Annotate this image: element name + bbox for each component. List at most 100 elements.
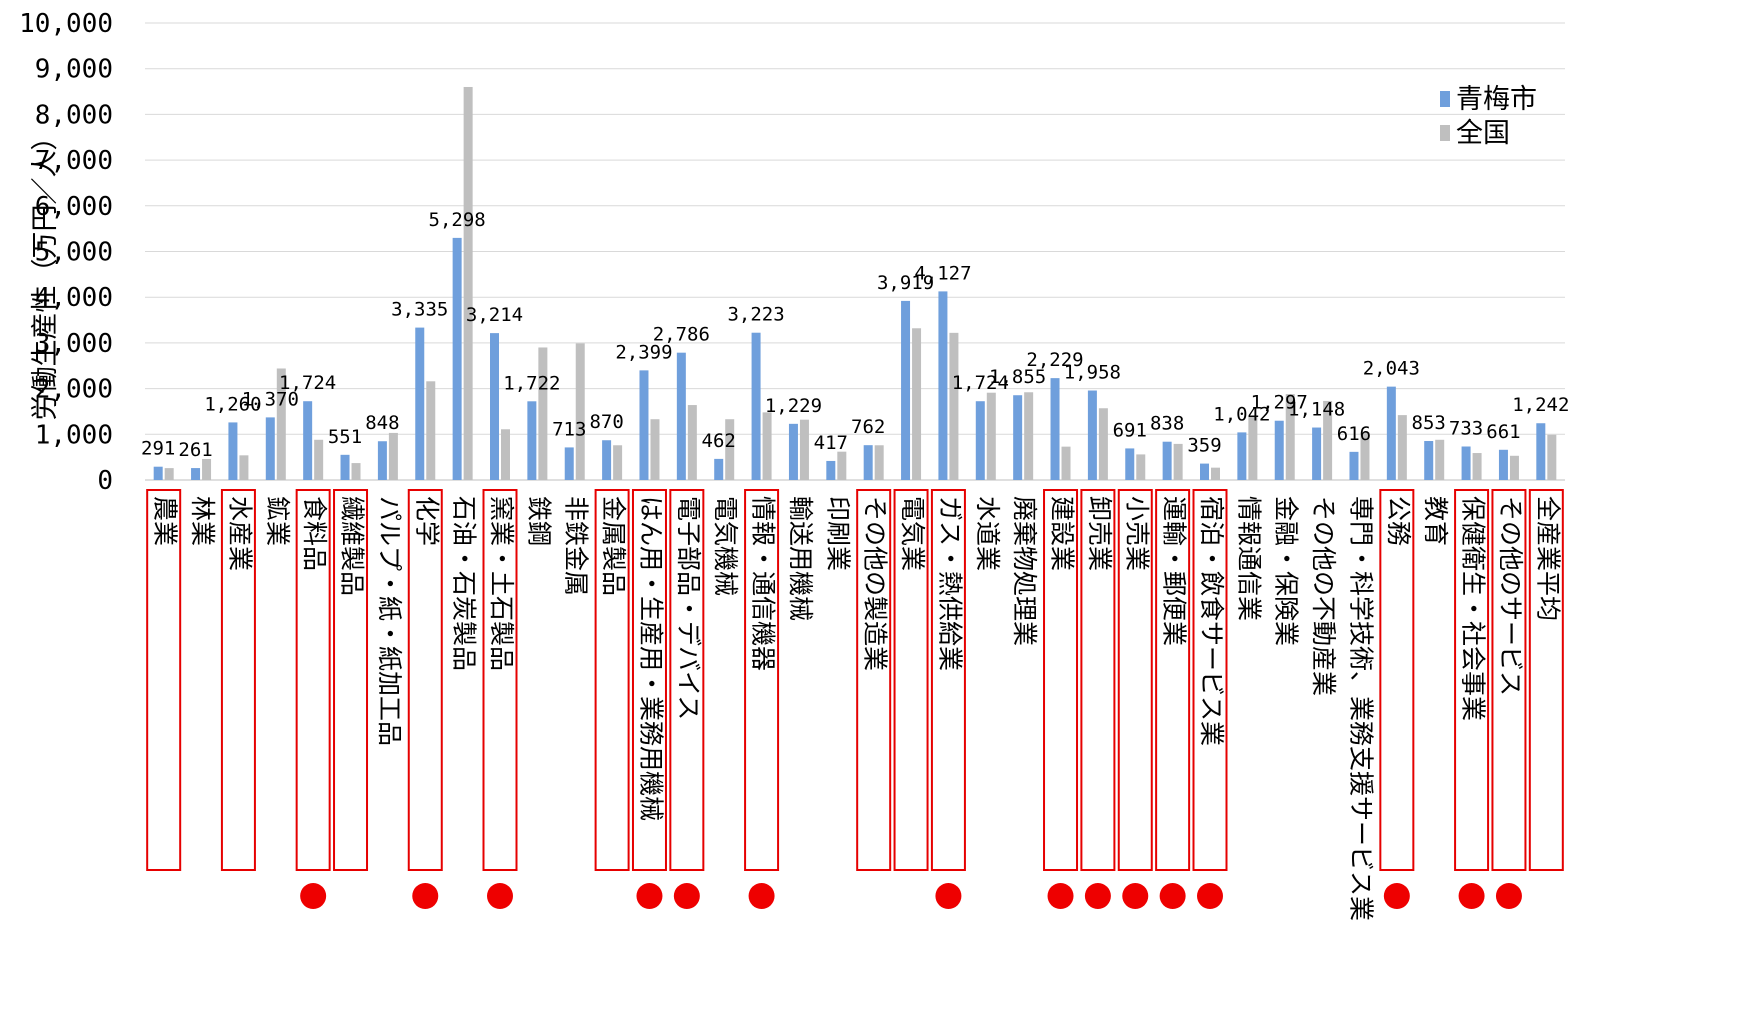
bar-ome (639, 370, 649, 480)
x-axis: 農業 林業 水産業 鉱業 食料品 繊維製品 パルプ・紙・紙加工品 化学 石油・石炭製品 窯業・土石… (146, 489, 1564, 921)
category-label: 金融・保険業 (1272, 496, 1301, 646)
highlight-box (295, 489, 331, 871)
highlight-box (1043, 489, 1079, 871)
data-label: 733 (1449, 418, 1483, 440)
category-label: 電気業 (898, 496, 927, 571)
data-label: 2,043 (1363, 358, 1420, 380)
bar-national (837, 451, 847, 480)
red-dot-marker (748, 883, 775, 909)
category-26: 卸売業 (1080, 489, 1116, 909)
category-20: その他の製造業 (856, 489, 892, 871)
highlight-box (1491, 489, 1527, 871)
category-28: 運輸・郵便業 (1155, 489, 1191, 909)
highlight-box (631, 489, 667, 871)
category-7: パルプ・紙・紙加工品 (375, 496, 404, 746)
category-33: 専門・科学技術、業務支援サービス業 (1346, 496, 1375, 921)
category-21: 電気業 (893, 489, 929, 871)
bar-national (1360, 432, 1370, 480)
category-label: その他の製造業 (861, 496, 890, 671)
category-1: 農業 (146, 489, 182, 871)
y-tick-label: 4,000 (35, 283, 113, 313)
bar-national (1098, 408, 1108, 480)
bar-ome (377, 441, 387, 480)
data-label: 5,298 (429, 209, 486, 231)
category-label: パルプ・紙・紙加工品 (375, 496, 404, 746)
bar-ome (602, 440, 612, 480)
bar-ome (1162, 441, 1172, 480)
bar-ome (863, 445, 873, 480)
red-dot-marker (1047, 883, 1074, 909)
data-label: 2,399 (615, 341, 672, 363)
bar-ome (1536, 423, 1546, 480)
legend-label: 青梅市 (1456, 84, 1537, 115)
bar-ome (1125, 448, 1135, 480)
data-label: 1,370 (242, 388, 299, 410)
legend-label: 全国 (1456, 118, 1510, 149)
legend-swatch (1440, 125, 1450, 141)
data-label: 691 (1113, 419, 1147, 441)
category-label: 専門・科学技術、業務支援サービス業 (1346, 496, 1375, 921)
bar-ome (1312, 427, 1322, 480)
bar-ome (975, 401, 985, 480)
category-23: 水道業 (973, 496, 1002, 571)
data-label: 1,148 (1288, 399, 1345, 421)
highlight-box (669, 489, 705, 871)
data-label: 1,855 (989, 366, 1046, 388)
bar-ome (1013, 395, 1023, 480)
category-9: 石油・石炭製品 (450, 496, 479, 671)
highlight-box (1528, 489, 1564, 871)
bar-ome (564, 447, 574, 480)
highlight-box (1454, 489, 1490, 871)
data-label: 1,042 (1213, 403, 1270, 425)
bar-national (1024, 392, 1034, 480)
category-27: 小売業 (1117, 489, 1153, 909)
data-label: 1,260 (204, 393, 261, 415)
bar-ome (153, 466, 163, 480)
data-label: 1,297 (1251, 392, 1308, 414)
category-label: 宿泊・飲食サービス業 (1197, 496, 1226, 746)
category-37: その他のサービス (1491, 489, 1527, 909)
y-axis: 0 1,000 2,000 3,000 4,000 5,000 6,000 7,000 8,00… (19, 9, 113, 496)
category-label: 運輸・郵便業 (1160, 496, 1189, 646)
data-label: 1,958 (1064, 362, 1121, 384)
bar-national (1323, 400, 1333, 480)
grid-lines (145, 22, 1565, 481)
highlight-box (482, 489, 518, 871)
bar-national (687, 405, 697, 480)
y-tick-label: 9,000 (35, 55, 113, 85)
category-label: 鉄鋼 (524, 496, 553, 546)
category-36: 保健衛生・社会事業 (1454, 489, 1490, 909)
bar-national (239, 455, 249, 480)
category-24: 廃棄物処理業 (1010, 496, 1039, 646)
category-17: 情報・通信機器 (744, 489, 780, 909)
category-29: 宿泊・飲食サービス業 (1192, 489, 1228, 909)
category-label: 廃棄物処理業 (1010, 496, 1039, 646)
bar-national (1136, 454, 1146, 480)
highlight-box (1155, 489, 1191, 871)
bar-ome (1349, 451, 1359, 480)
highlight-box (930, 489, 966, 871)
category-label: 金属製品 (599, 496, 628, 596)
red-dot-marker (1495, 883, 1522, 909)
bar-national (1285, 394, 1295, 480)
bar-national (1509, 455, 1519, 480)
bar-ome (938, 291, 948, 480)
bar-national (1173, 443, 1183, 480)
data-label: 713 (552, 418, 586, 440)
category-11: 鉄鋼 (524, 496, 553, 546)
category-label: 化学 (412, 496, 441, 546)
highlight-box (744, 489, 780, 871)
red-dot-marker (1197, 883, 1223, 909)
category-14: はん用・生産用・業務用機械 (631, 489, 667, 909)
category-label: 電子部品・デバイス (674, 496, 703, 720)
y-axis-label: 労働生産性（万円／人） (30, 124, 61, 421)
category-32: その他の不動産業 (1309, 496, 1338, 696)
data-label: 1,724 (279, 372, 336, 394)
bar-ome (1237, 432, 1247, 480)
highlight-box (594, 489, 630, 871)
data-label: 838 (1150, 413, 1184, 435)
bar-national (426, 381, 436, 480)
category-2: 林業 (188, 496, 217, 546)
category-16: 電気機械 (711, 496, 740, 596)
